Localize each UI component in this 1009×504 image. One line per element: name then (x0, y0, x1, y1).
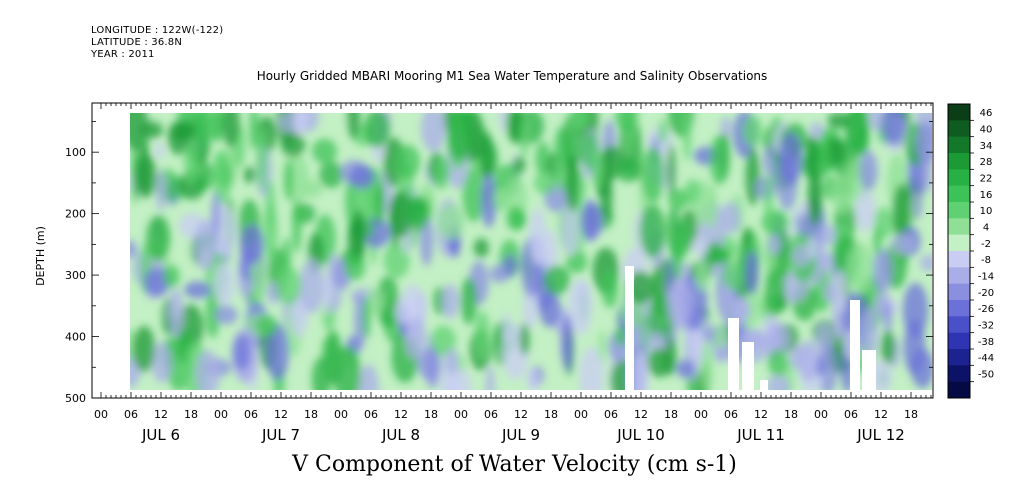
colorbar-swatch (948, 283, 970, 301)
x-hour-tick-label: 06 (124, 408, 138, 421)
colorbar-level-label: -44 (978, 353, 994, 364)
colorbar-swatch (948, 202, 970, 219)
colorbar-level-label: 28 (980, 157, 993, 168)
colorbar-swatch (948, 218, 970, 235)
x-day-tick-label: JUL 9 (501, 426, 540, 444)
y-tick-label: 500 (65, 392, 86, 405)
colorbar-swatch (948, 185, 970, 203)
x-hour-tick-label: 18 (304, 408, 318, 421)
x-hour-tick-label: 18 (184, 408, 198, 421)
x-hour-tick-label: 12 (154, 408, 168, 421)
x-hour-tick-label: 12 (874, 408, 888, 421)
colorbar-level-label: 16 (980, 190, 993, 201)
x-hour-tick-label: 00 (694, 408, 708, 421)
colorbar-level-label: -8 (981, 255, 991, 266)
colorbar-level-label: -32 (978, 321, 994, 332)
colorbar-level-label: -38 (978, 337, 994, 348)
colorbar-level-label: 34 (980, 141, 993, 152)
longitude-label: LONGITUDE : 122W(-122) (91, 25, 224, 36)
x-hour-tick-label: 18 (544, 408, 558, 421)
colorbar-swatch (948, 300, 970, 317)
colorbar-swatch (948, 136, 970, 154)
colorbar-level-label: -2 (981, 239, 991, 250)
colorbar-swatch (948, 234, 970, 252)
y-tick-label: 200 (65, 208, 86, 221)
colorbar-level-label: -50 (978, 370, 994, 381)
y-axis-label: DEPTH (m) (34, 226, 47, 286)
x-day-tick-label: JUL 8 (381, 426, 420, 444)
latitude-label: LATITUDE : 36.8N (91, 37, 183, 48)
x-hour-tick-label: 00 (214, 408, 228, 421)
x-hour-tick-label: 06 (364, 408, 378, 421)
x-hour-tick-label: 12 (274, 408, 288, 421)
colorbar-swatch (948, 267, 970, 284)
colorbar-level-label: 4 (983, 223, 989, 234)
colorbar-swatch (948, 104, 970, 121)
year-label: YEAR : 2011 (91, 49, 155, 60)
colorbar-swatch (948, 332, 970, 350)
x-day-tick-label: JUL 7 (261, 426, 300, 444)
x-day-tick-label: JUL 11 (736, 426, 785, 444)
x-axis-label: V Component of Water Velocity (cm s-1) (292, 452, 737, 477)
colorbar-swatch (948, 153, 970, 170)
colorbar-level-label: 10 (980, 206, 993, 217)
velocity-field (130, 113, 932, 390)
colorbar-level-label: -14 (978, 272, 994, 283)
y-tick-label: 100 (65, 146, 86, 159)
x-hour-tick-label: 06 (244, 408, 258, 421)
colorbar-swatch (948, 120, 970, 137)
x-hour-tick-label: 18 (904, 408, 918, 421)
x-hour-tick-label: 18 (424, 408, 438, 421)
x-hour-tick-label: 12 (634, 408, 648, 421)
x-hour-tick-label: 00 (454, 408, 468, 421)
colorbar-swatch (948, 251, 970, 268)
x-hour-tick-label: 00 (334, 408, 348, 421)
x-hour-tick-label: 18 (784, 408, 798, 421)
x-hour-tick-label: 12 (514, 408, 528, 421)
plot-axes: 00 06 12 18 00 06 12 18 00 06 12 18 00 06 12 18 00 06 12 18… (65, 102, 934, 444)
colorbar-level-label: -20 (978, 288, 994, 299)
colorbar-level-label: 46 (980, 108, 993, 119)
x-day-tick-label: JUL 10 (616, 426, 665, 444)
colorbar-swatch (948, 316, 970, 333)
colorbar-swatch (948, 365, 970, 382)
x-hour-tick-label: 12 (754, 408, 768, 421)
x-day-tick-label: JUL 12 (856, 426, 905, 444)
x-hour-tick-label: 06 (844, 408, 858, 421)
y-tick-label: 400 (65, 331, 86, 344)
x-hour-tick-label: 12 (394, 408, 408, 421)
y-tick-label: 300 (65, 269, 86, 282)
x-hour-tick-label: 06 (604, 408, 618, 421)
x-day-tick-label: JUL 6 (141, 426, 180, 444)
colorbar-level-label: 40 (980, 125, 993, 136)
x-hour-tick-label: 06 (484, 408, 498, 421)
colorbar-swatch (948, 381, 970, 399)
colorbar-level-label: -26 (978, 304, 994, 315)
colorbar-level-label: 22 (980, 174, 993, 185)
x-hour-tick-label: 00 (574, 408, 588, 421)
x-hour-tick-label: 18 (664, 408, 678, 421)
chart-title: Hourly Gridded MBARI Mooring M1 Sea Wate… (256, 69, 768, 83)
x-hour-tick-label: 06 (724, 408, 738, 421)
x-hour-tick-label: 00 (94, 408, 108, 421)
colorbar-swatch (948, 349, 970, 366)
x-hour-tick-label: 00 (814, 408, 828, 421)
colorbar-swatch (948, 169, 970, 186)
colorbar: 46 40 34 28 22 16 10 4 -2 -8 -14 -20 -26 -32 -38 -44 -50 (947, 103, 994, 399)
